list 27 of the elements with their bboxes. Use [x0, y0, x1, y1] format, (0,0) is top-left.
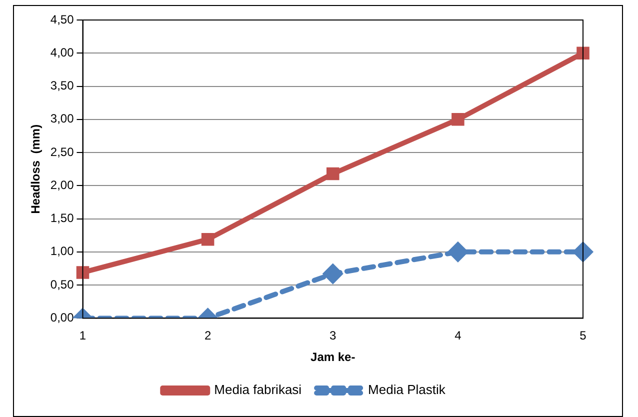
y-tick-label: 2,50	[50, 144, 74, 159]
y-tick-label: 2,00	[50, 178, 74, 192]
y-tick-label: 1,50	[50, 211, 74, 226]
point	[576, 46, 590, 60]
x-tick-label: 3	[330, 328, 337, 343]
point	[574, 242, 592, 262]
y-tick-label: 3,50	[50, 78, 74, 93]
x-axis-title: Jam ke-	[310, 350, 356, 364]
y-tick-label: 0,50	[50, 277, 74, 292]
y-tick-label: 1,00	[50, 244, 74, 258]
y-tick-label: 4,00	[50, 45, 74, 60]
point	[201, 232, 214, 246]
point	[452, 113, 464, 126]
y-axis-title: Headloss (mm)	[28, 124, 43, 214]
legend-label: Media Plastik	[368, 382, 446, 398]
x-tick-label: 5	[580, 328, 587, 343]
x-tick-label: 1	[79, 328, 86, 343]
point	[448, 242, 468, 262]
point	[326, 167, 340, 180]
point	[323, 264, 342, 284]
y-tick-label: 4,50	[50, 12, 74, 26]
y-tick-label: 3,00	[50, 112, 74, 126]
legend-label: Media fabrikasi	[214, 382, 302, 398]
y-tick-label: 0,00	[50, 310, 74, 325]
point	[76, 266, 90, 279]
x-tick-label: 4	[454, 328, 462, 343]
x-tick-label: 2	[204, 328, 212, 343]
